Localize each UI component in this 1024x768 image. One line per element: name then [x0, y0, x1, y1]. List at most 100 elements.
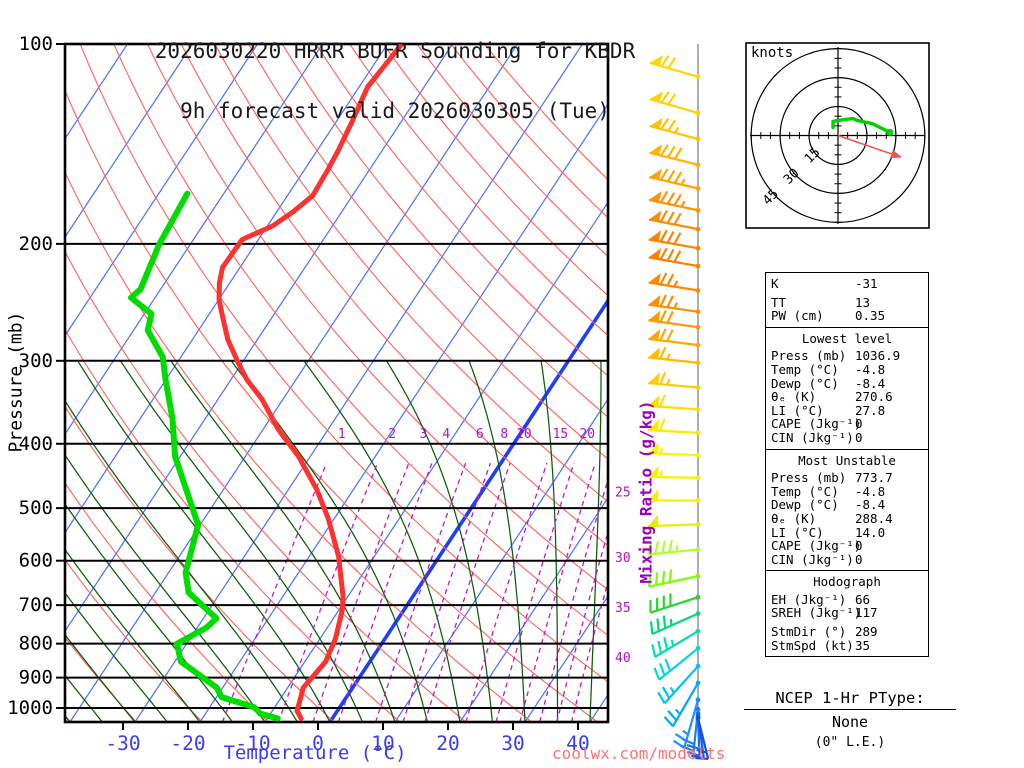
index-label: StmSpd (kt) [771, 637, 854, 653]
mixing-ratio-edge-label: 30 [615, 551, 631, 566]
title-line1: 2026030220 HRRR BUFR Sounding for KBDR [154, 39, 636, 63]
index-value: 117 [855, 605, 878, 621]
index-value: -31 [855, 276, 878, 291]
wind-barb-full [666, 248, 675, 262]
dry-adiabat [282, 44, 608, 418]
mixing-ratio-label: 6 [476, 427, 484, 442]
wind-barb-pennant [648, 347, 660, 359]
dry-adiabat [383, 44, 608, 297]
wind-barb-full [695, 756, 709, 761]
wind-barb-half [673, 302, 679, 309]
dry-adiabat [484, 44, 608, 181]
wind-barb-full [668, 569, 673, 583]
wind-barb-full [659, 309, 668, 323]
mixing-ratio-labels: 1 2 3 4 6 8 10 15 20 25 30 35 40 [338, 427, 631, 666]
wind-barb [648, 247, 701, 269]
wind-barb-pennant [648, 248, 662, 260]
temperature-tick-label: 40 [566, 732, 589, 755]
index-value: -8.4 [855, 497, 886, 513]
ptype-heading: NCEP 1-Hr PType: [744, 689, 956, 710]
wind-barb-full [668, 539, 673, 553]
index-label: θₑ (K) [771, 510, 817, 526]
indices-table: K -31 TT 13 PW (cm) 0.35 Lowest level Press (mb… [765, 272, 929, 658]
index-value: -4.8 [855, 483, 886, 499]
wind-barb-full [660, 168, 669, 181]
indices-section: Hodograph EH (Jkg⁻¹) 66 SREH (Jkg⁻¹) 117 StmD… [766, 570, 928, 656]
wind-barb [647, 514, 701, 528]
page-title: 2026030220 HRRR BUFR Sounding for KBDR 9… [60, 1, 730, 161]
mixing-ratio-axis-label: Mixing Ratio (g/kg) [636, 400, 656, 584]
wind-barb-pennant [648, 372, 660, 384]
isotherm [199, 102, 608, 722]
hodograph-trace-end-dot [886, 128, 894, 136]
mixing-ratio-label: 1 [338, 427, 346, 442]
wind-barb [651, 628, 701, 658]
wind-barb-pennant [648, 395, 660, 407]
wind-barb-pennant [648, 465, 659, 477]
wind-barb-staff [663, 665, 699, 705]
wind-barb-full [661, 686, 671, 699]
pressure-tick-label: 700 [19, 594, 53, 616]
storm-motion-arrowhead [890, 149, 902, 159]
mixing-ratio-line [221, 462, 328, 722]
wind-barb-half [680, 200, 686, 208]
dry-adiabat [214, 44, 608, 503]
wind-barb-half [673, 280, 679, 288]
index-value: 1036.9 [855, 348, 901, 364]
wind-barb [648, 328, 701, 348]
dry-adiabat [248, 44, 608, 460]
ptype-value: None [831, 713, 869, 731]
index-row: Temp (°C) -4.8 [771, 485, 923, 499]
index-label: θₑ (K) [771, 389, 817, 405]
index-row: Press (mb) 1036.9 [771, 349, 923, 363]
dry-adiabat [65, 558, 203, 722]
index-label: Press (mb) [771, 348, 847, 364]
wind-barb-full [673, 250, 682, 263]
wind-barb-full [654, 572, 659, 586]
mixing-ratio-line [312, 462, 410, 722]
mixing-ratio-line [424, 462, 511, 722]
wind-barb-full [673, 193, 682, 206]
index-row: StmDir (°) 289 [771, 625, 923, 639]
isotherm [65, 44, 258, 337]
dry-adiabat [65, 328, 401, 722]
wind-barb-full [663, 716, 674, 728]
dry-adiabat [316, 44, 608, 377]
wind-barb-full [666, 169, 676, 183]
pressure-tick-label: 100 [19, 33, 53, 55]
ptype-note: (0" L.E.) [814, 735, 886, 750]
moist-adiabat [230, 360, 429, 722]
wind-barb-staff [650, 596, 699, 614]
dry-adiabat [147, 44, 608, 591]
wind-barb-full [659, 328, 667, 341]
wind-barb-full [657, 640, 663, 654]
index-row: Press (mb) 773.7 [771, 471, 923, 485]
wind-barb [648, 489, 701, 503]
mixing-ratio-label: 15 [553, 427, 569, 442]
wind-barb-full [649, 621, 654, 635]
temperature-tick-label: -30 [105, 732, 140, 755]
wind-barb [648, 346, 701, 366]
wind-barb-half [666, 378, 671, 386]
wind-barb-full [664, 658, 672, 672]
index-label: Press (mb) [771, 470, 847, 486]
wind-barb [647, 442, 701, 458]
temperature-tick-label: -20 [170, 732, 205, 755]
indices-section: Lowest level Press (mb) 1036.9 Temp (°C) -4.… [766, 326, 928, 449]
wind-barb-half [673, 126, 680, 134]
wind-barb-full [659, 346, 667, 360]
wind-barb [648, 309, 701, 330]
temperature-tick-label: 20 [436, 732, 459, 755]
wind-barb-full [661, 540, 666, 554]
dewpoint-curve [128, 190, 281, 722]
wind-barb-full [659, 229, 668, 243]
wind-barb [648, 294, 701, 315]
wind-barb-full [662, 615, 667, 629]
dry-adiabat [65, 89, 599, 722]
index-label: SREH (Jkg⁻¹) [771, 605, 862, 621]
index-value: 0.35 [855, 308, 886, 324]
wind-barb-full [666, 273, 675, 287]
pressure-tick-label: 400 [19, 433, 53, 455]
wind-barb [649, 55, 701, 80]
index-row: EH (Jkg⁻¹) 66 [771, 593, 923, 607]
